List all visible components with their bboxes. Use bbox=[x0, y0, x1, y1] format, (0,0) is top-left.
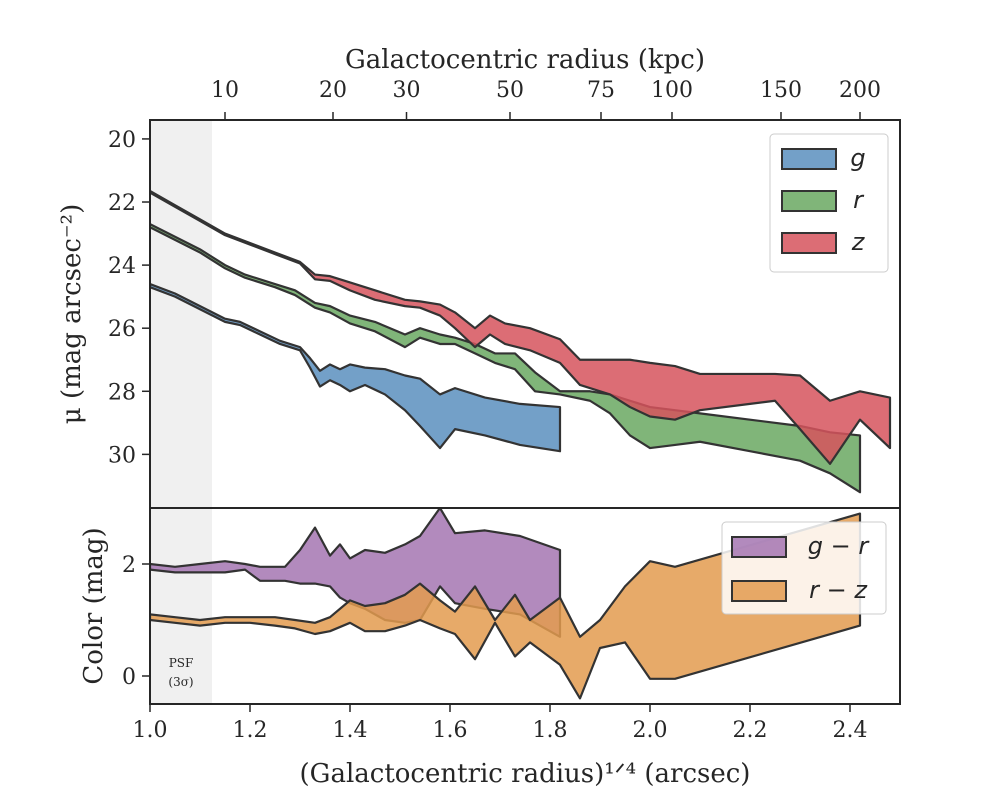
mu-legend-swatch-2 bbox=[781, 232, 837, 254]
kpc-tick-label-6: 150 bbox=[760, 78, 802, 103]
xtick-label-0: 1.0 bbox=[133, 718, 168, 743]
xtick-label-6: 2.2 bbox=[733, 718, 768, 743]
top-ytick-label-0: 20 bbox=[108, 128, 136, 153]
mu-band-0 bbox=[150, 282, 562, 453]
bottom-ytick-label-1: 2 bbox=[122, 553, 136, 578]
xtick-label-7: 2.4 bbox=[833, 718, 868, 743]
bottom-panel-frame bbox=[149, 507, 901, 705]
top-ylabel: μ (mag arcsec⁻²) bbox=[57, 204, 87, 424]
xtick-label-4: 1.8 bbox=[533, 718, 568, 743]
color-band-1 bbox=[150, 512, 862, 700]
mu-bands bbox=[150, 189, 892, 494]
kpc-tick-label-3: 50 bbox=[496, 78, 524, 103]
bottom-ytick-label-0: 0 bbox=[122, 665, 136, 690]
color-bands bbox=[150, 508, 862, 700]
kpc-tick-label-1: 20 bbox=[319, 78, 347, 103]
psf-sigma-label: (3σ) bbox=[168, 675, 193, 689]
mu-legend-label-1: r bbox=[853, 186, 865, 214]
bottom-ylabel: Color (mag) bbox=[79, 527, 109, 684]
xtick-label-2: 1.4 bbox=[333, 718, 368, 743]
top-ytick-label-3: 26 bbox=[108, 317, 136, 342]
mu-band-2 bbox=[150, 189, 892, 465]
xtick-label-5: 2.0 bbox=[633, 718, 668, 743]
top-ytick-label-2: 24 bbox=[108, 254, 136, 279]
mu-band-1 bbox=[150, 222, 862, 494]
xtick-label-3: 1.6 bbox=[433, 718, 468, 743]
psf-label: PSF bbox=[169, 656, 194, 670]
mu-legend-swatch-0 bbox=[781, 148, 837, 170]
top-ytick-label-1: 22 bbox=[108, 191, 136, 216]
mu-legend-label-2: z bbox=[851, 228, 866, 256]
kpc-tick-label-2: 30 bbox=[393, 78, 421, 103]
top-axis-title: Galactocentric radius (kpc) bbox=[345, 45, 705, 75]
color-legend-swatch-0 bbox=[731, 536, 787, 558]
kpc-tick-label-4: 75 bbox=[587, 78, 615, 103]
color-legend-swatch-1 bbox=[731, 580, 787, 602]
kpc-tick-label-0: 10 bbox=[211, 78, 239, 103]
bottom-xlabel: (Galactocentric radius)¹ᐟ⁴ (arcsec) bbox=[300, 759, 751, 789]
xtick-label-1: 1.2 bbox=[233, 718, 268, 743]
color-legend-label-1: r − z bbox=[809, 576, 868, 604]
psf-region bbox=[150, 120, 212, 704]
mu-legend-label-0: g bbox=[850, 144, 865, 172]
color-legend-label-0: g − r bbox=[808, 532, 871, 560]
kpc-tick-label-7: 200 bbox=[839, 78, 881, 103]
kpc-tick-label-5: 100 bbox=[651, 78, 693, 103]
top-ytick-label-4: 28 bbox=[108, 380, 136, 405]
top-ytick-label-5: 30 bbox=[108, 443, 136, 468]
mu-legend-swatch-1 bbox=[781, 190, 837, 212]
